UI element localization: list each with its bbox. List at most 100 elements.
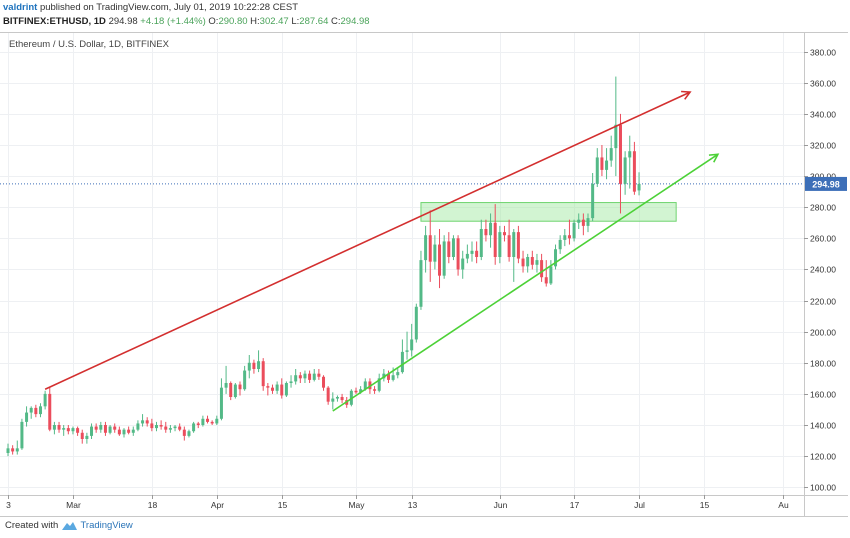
candle-body	[563, 235, 567, 240]
candle-body	[131, 429, 135, 433]
candle-body	[535, 260, 539, 265]
price-tick-label: 300.00	[810, 172, 836, 182]
candle-body	[312, 373, 316, 380]
candle-body	[331, 398, 335, 402]
candle-body	[219, 387, 223, 419]
zone-rectangle[interactable]	[420, 202, 677, 222]
candle-body	[396, 372, 400, 376]
candle-body	[475, 250, 479, 257]
candle-body	[554, 249, 558, 267]
candle-body	[558, 239, 562, 250]
time-tick-label: 18	[148, 500, 158, 510]
candle-body	[187, 431, 191, 436]
candle-body	[591, 183, 595, 219]
author-link[interactable]: valdrint	[3, 2, 38, 13]
resistance-trendline[interactable]	[44, 91, 691, 390]
high-label: H:	[250, 16, 260, 27]
price-tick-label: 180.00	[810, 359, 836, 369]
chart-frame[interactable]: 100.00 120.00 140.00 160.00 180.00 200.00 220.…	[0, 32, 848, 517]
candle-body	[530, 257, 534, 265]
candle-body	[229, 383, 233, 397]
candle-body	[461, 258, 465, 270]
close-value: 294.98	[340, 16, 370, 27]
price-chart[interactable]: 100.00 120.00 140.00 160.00 180.00 200.00 220.…	[0, 33, 848, 516]
candle-body	[410, 339, 414, 351]
candle-body	[270, 387, 274, 391]
candle-body	[257, 361, 261, 369]
candle-body	[25, 412, 29, 422]
candle-body	[447, 241, 451, 257]
candle-body	[618, 124, 622, 184]
candle-body	[38, 406, 42, 415]
time-tick-label: Apr	[211, 500, 224, 510]
candle-body	[178, 426, 182, 430]
candle-body	[80, 432, 84, 439]
price-tick-label: 200.00	[810, 328, 836, 338]
price-axis[interactable]: 100.00 120.00 140.00 160.00 180.00 200.00 220.…	[804, 48, 836, 493]
candle-body	[424, 235, 428, 261]
candle-body	[405, 350, 409, 352]
resistance-arrowhead	[681, 90, 692, 100]
candle-body	[196, 423, 200, 425]
price-tick-label: 320.00	[810, 141, 836, 151]
candle-body	[173, 426, 177, 429]
publish-text: published on TradingView.com, July 01, 2…	[39, 2, 299, 13]
candlestick-series	[6, 76, 641, 457]
time-tick-label: 17	[570, 500, 580, 510]
candle-body	[71, 428, 75, 432]
price-tick-label: 280.00	[810, 203, 836, 213]
candle-body	[66, 428, 70, 432]
time-axis[interactable]: 3 Mar 18 Apr 15 May 13 Jun 17 Jul 15 Au	[6, 495, 789, 510]
candle-body	[243, 370, 247, 390]
symbol-info: BITFINEX:ETHUSD, 1D 294.98 +4.18 (+1.44%…	[3, 16, 370, 27]
candle-body	[581, 219, 585, 226]
candle-body	[512, 232, 516, 257]
support-trendline[interactable]	[332, 153, 719, 412]
candle-body	[609, 148, 613, 161]
candle-body	[442, 241, 446, 276]
candle-body	[141, 420, 145, 424]
price-tick-label: 360.00	[810, 79, 836, 89]
candle-body	[605, 160, 609, 170]
tradingview-logo-icon	[61, 521, 77, 530]
candle-body	[637, 183, 641, 191]
candle-body	[247, 362, 251, 371]
candle-body	[577, 219, 581, 223]
candle-body	[456, 238, 460, 270]
candle-body	[57, 425, 61, 430]
candle-body	[303, 373, 307, 379]
footer: Created with TradingView	[5, 520, 133, 531]
candle-body	[359, 389, 363, 393]
time-tick-label: May	[348, 500, 365, 510]
candle-body	[377, 378, 381, 391]
candle-body	[99, 425, 103, 430]
time-tick-label: Jun	[494, 500, 508, 510]
time-tick-label: 15	[278, 500, 288, 510]
candle-body	[145, 420, 149, 424]
candle-body	[85, 435, 89, 439]
candle-body	[391, 375, 395, 380]
candle-body	[94, 426, 98, 430]
candle-body	[516, 232, 520, 259]
candle-body	[614, 124, 618, 149]
candle-body	[354, 390, 358, 393]
price-tick-label: 120.00	[810, 452, 836, 462]
candle-body	[470, 250, 474, 254]
candle-body	[206, 418, 210, 422]
grid-lines	[0, 33, 804, 495]
price-tick-label: 260.00	[810, 234, 836, 244]
last-price-tag-box	[805, 176, 847, 191]
candle-body	[335, 397, 339, 399]
candle-body	[154, 425, 158, 429]
candle-body	[521, 258, 525, 267]
candle-body	[438, 244, 442, 276]
candle-body	[340, 397, 344, 401]
publish-info: valdrint published on TradingView.com, J…	[3, 2, 298, 13]
candle-body	[34, 407, 38, 415]
price-tick-label: 100.00	[810, 483, 836, 493]
candle-body	[280, 384, 284, 396]
candle-body	[419, 260, 423, 307]
candle-body	[572, 222, 576, 239]
tradingview-link[interactable]: TradingView	[80, 520, 133, 531]
candle-body	[43, 393, 47, 407]
